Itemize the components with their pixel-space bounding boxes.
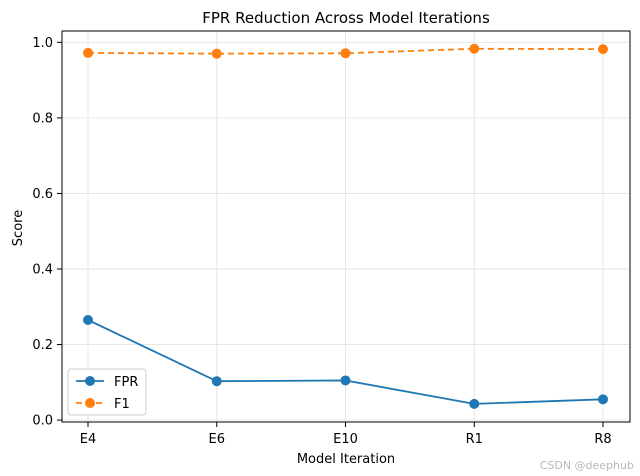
axis-ticks: E4 E6 E10 R1 R8 0.0 0.2 0.4 0.6 0.8 1.0 — [32, 36, 611, 447]
y-tick-label: 1.0 — [32, 36, 53, 51]
x-tick-label: E6 — [209, 432, 226, 447]
legend-f1-label: F1 — [114, 397, 130, 412]
y-tick-label: 0.6 — [32, 187, 53, 202]
y-axis-label: Score — [11, 210, 26, 246]
grid-lines — [62, 31, 630, 422]
f1-line — [87, 47, 604, 55]
watermark: CSDN @deephub — [540, 459, 634, 472]
y-tick-label: 0.8 — [32, 111, 53, 126]
f1-point — [469, 43, 480, 54]
f1-point — [598, 44, 608, 55]
x-tick-label: R8 — [594, 432, 611, 447]
fpr-point — [340, 375, 351, 386]
f1-point — [83, 47, 93, 58]
x-tick-label: E10 — [333, 432, 358, 447]
legend-fpr-label: FPR — [114, 375, 138, 390]
x-tick-label: E4 — [80, 432, 97, 447]
y-tick-label: 0.0 — [32, 414, 53, 429]
legend-fpr-marker — [85, 376, 95, 386]
fpr-point — [469, 398, 480, 409]
y-tick-label: 0.4 — [32, 263, 53, 278]
legend-f1-marker — [85, 398, 95, 408]
legend: FPR F1 — [67, 368, 147, 416]
y-tick-label: 0.2 — [32, 338, 53, 353]
chart-title: FPR Reduction Across Model Iterations — [202, 9, 490, 27]
f1-point — [211, 48, 222, 59]
fpr-point — [83, 315, 93, 325]
fpr-point — [211, 376, 222, 387]
x-tick-label: R1 — [466, 432, 483, 447]
x-axis-label: Model Iteration — [297, 452, 395, 467]
f1-point — [340, 48, 351, 59]
fpr-point — [598, 394, 608, 405]
series-layer — [83, 43, 608, 409]
